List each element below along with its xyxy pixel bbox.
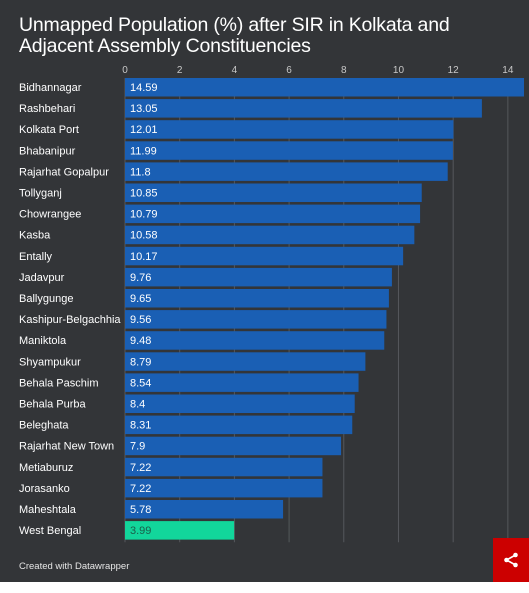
- category-label: Rashbehari: [19, 103, 75, 115]
- bar: [125, 183, 422, 202]
- category-label: Maheshtala: [19, 504, 77, 516]
- x-tick-label: 14: [502, 65, 514, 76]
- category-label: Jadavpur: [19, 272, 65, 284]
- bar: [125, 310, 387, 329]
- category-label: Behala Paschim: [19, 377, 99, 389]
- category-label: Bhabanipur: [19, 145, 76, 157]
- category-label: Beleghata: [19, 420, 69, 432]
- value-label: 9.48: [130, 335, 151, 347]
- bar: [125, 78, 524, 97]
- value-label: 8.31: [130, 420, 151, 432]
- category-label: Kasba: [19, 230, 51, 242]
- bar: [125, 521, 235, 540]
- x-tick-label: 10: [393, 65, 405, 76]
- value-label: 9.65: [130, 293, 151, 305]
- value-label: 8.4: [130, 399, 145, 411]
- bar: [125, 120, 454, 139]
- bar: [125, 457, 323, 477]
- x-tick-label: 8: [341, 65, 347, 76]
- bar: [125, 436, 342, 456]
- bar: [125, 394, 355, 413]
- bar: [125, 331, 385, 350]
- value-label: 8.54: [130, 377, 151, 389]
- x-tick-label: 6: [286, 65, 292, 76]
- category-label: Rajarhat New Town: [19, 441, 114, 453]
- bar: [125, 204, 421, 224]
- category-label: Kashipur-Belgachhia: [19, 314, 121, 326]
- category-label: Kolkata Port: [19, 124, 79, 136]
- value-label: 8.79: [130, 356, 151, 368]
- category-label: Metiaburuz: [19, 462, 73, 474]
- value-label: 3.99: [130, 525, 151, 537]
- bar: [125, 141, 453, 160]
- value-label: 14.59: [130, 82, 158, 94]
- category-label: Ballygunge: [19, 293, 73, 305]
- category-label: Behala Purba: [19, 399, 87, 411]
- category-label: Shyampukur: [19, 356, 81, 368]
- x-tick-label: 4: [232, 65, 238, 76]
- value-label: 11.8: [130, 166, 151, 178]
- bar: [125, 162, 448, 181]
- category-label: Entally: [19, 251, 53, 263]
- category-label: Tollyganj: [19, 188, 62, 200]
- bar: [125, 225, 415, 245]
- value-label: 10.85: [130, 188, 158, 200]
- category-label: Bidhannagar: [19, 82, 82, 94]
- value-label: 11.99: [130, 145, 157, 157]
- bar: [125, 267, 392, 287]
- bar: [125, 500, 284, 519]
- bar: [125, 478, 323, 498]
- value-label: 7.22: [130, 483, 151, 495]
- x-tick-label: 0: [122, 65, 128, 76]
- value-label: 5.78: [130, 504, 151, 516]
- category-label: Maniktola: [19, 335, 67, 347]
- footer-credit: Created with Datawrapper: [19, 561, 130, 572]
- x-tick-label: 12: [448, 65, 460, 76]
- value-label: 10.17: [130, 251, 158, 263]
- x-tick-label: 2: [177, 65, 183, 76]
- bar: [125, 415, 353, 435]
- bar: [125, 246, 404, 266]
- share-button[interactable]: [493, 538, 529, 582]
- bar: [125, 289, 389, 308]
- value-label: 12.01: [130, 124, 158, 136]
- category-label: Chowrangee: [19, 209, 81, 221]
- category-label: Rajarhat Gopalpur: [19, 166, 109, 178]
- category-label: West Bengal: [19, 525, 81, 537]
- value-label: 13.05: [130, 103, 158, 115]
- value-label: 10.79: [130, 209, 158, 221]
- share-icon: [504, 552, 518, 568]
- bar: [125, 352, 366, 371]
- value-label: 7.22: [130, 462, 151, 474]
- bar: [125, 373, 359, 392]
- value-label: 9.56: [130, 314, 151, 326]
- value-label: 10.58: [130, 230, 158, 242]
- chart-title: Unmapped Population (%) after SIR in Kol…: [19, 14, 450, 57]
- value-label: 7.9: [130, 441, 145, 453]
- bar: [125, 99, 482, 118]
- category-label: Jorasanko: [19, 483, 70, 495]
- value-label: 9.76: [130, 272, 151, 284]
